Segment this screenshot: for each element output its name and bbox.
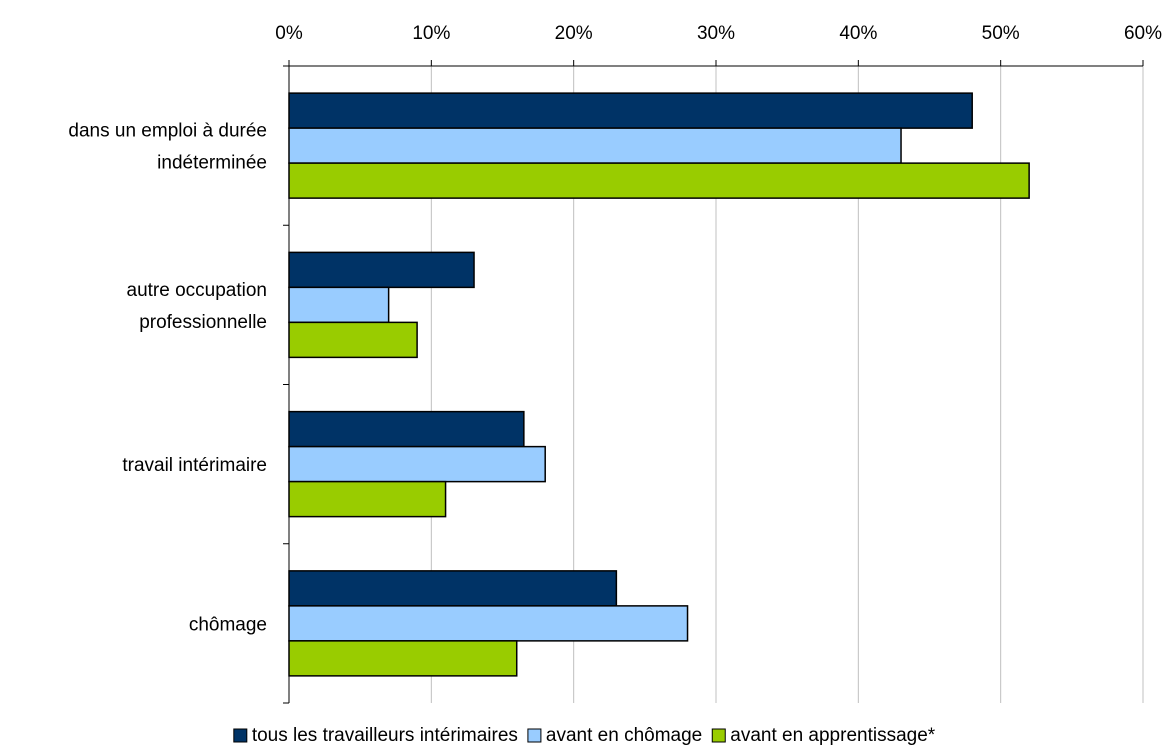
legend-item: avant en chômage [527,725,702,746]
legend-swatch [711,728,726,743]
y-axis [283,65,290,704]
bar [288,127,902,164]
legend-swatch [527,728,542,743]
bar [288,286,390,324]
legend-label: avant en chômage [546,725,702,746]
legend-label: avant en apprentissage* [730,725,936,746]
x-tick-label: 60% [1124,23,1162,44]
bar [288,92,973,129]
x-tick-label: 40% [839,23,877,44]
bar [288,570,618,607]
category-label: autre occupation professionnelle [127,280,268,333]
bar [288,321,418,359]
category-label: travail intérimaire [122,455,267,476]
category-label: chômage [189,614,267,635]
category-labels: dans un emploi à durée indéterminée autre … [68,121,267,636]
category-label: dans un emploi à durée indéterminée [68,121,267,174]
x-axis: 0% 10% 20% 30% 40% 50% 60% [275,23,1162,67]
bar [288,480,447,518]
bar [288,162,1030,199]
bar [288,445,546,483]
legend-item: avant en apprentissage* [711,725,936,746]
bar [288,410,525,448]
x-tick-label: 30% [697,23,735,44]
bars [288,92,1030,677]
bar [288,605,689,642]
x-tick-label: 10% [412,23,450,44]
legend-swatch [233,728,248,743]
legend: tous les travailleurs intérimaires avant … [233,725,936,746]
x-tick-label: 0% [275,23,303,44]
x-tick-label: 20% [555,23,593,44]
bar [288,640,518,677]
legend-item: tous les travailleurs intérimaires [233,725,518,746]
x-tick-label: 50% [982,23,1020,44]
bar [288,251,475,289]
legend-label: tous les travailleurs intérimaires [252,725,518,746]
